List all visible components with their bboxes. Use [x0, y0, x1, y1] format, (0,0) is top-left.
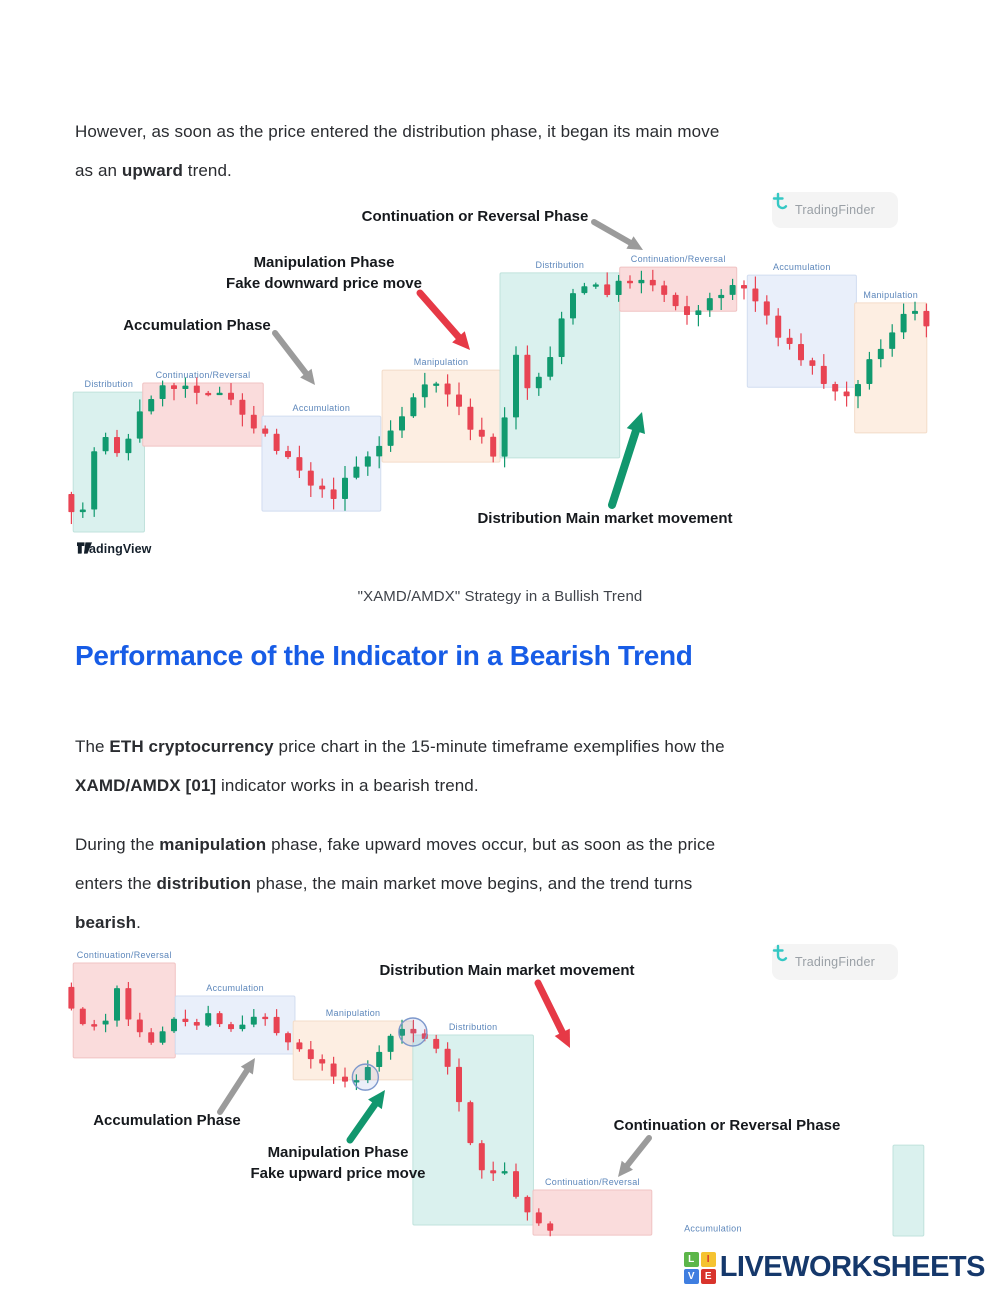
svg-text:Accumulation: Accumulation — [684, 1223, 742, 1233]
svg-text:Distribution: Distribution — [85, 379, 134, 389]
bullish-trend-chart: TradingFinder TradingView Distribution Co… — [60, 190, 940, 570]
section-heading: Performance of the Indicator in a Bearis… — [75, 640, 693, 671]
svg-text:Distribution Main market movem: Distribution Main market movement — [379, 962, 634, 979]
svg-text:Distribution Main market movem: Distribution Main market movement — [477, 510, 732, 527]
tradingfinder-badge: TradingFinder — [772, 192, 898, 228]
liveworksheets-label: LIVEWORKSHEETS — [719, 1251, 986, 1283]
svg-text:Accumulation: Accumulation — [293, 403, 351, 413]
tradingfinder-badge: TradingFinder — [772, 944, 898, 980]
svg-text:Accumulation Phase: Accumulation Phase — [123, 317, 271, 334]
intro-paragraph: However, as soon as the price entered th… — [75, 122, 720, 180]
svg-text:Accumulation: Accumulation — [206, 983, 264, 993]
svg-text:Continuation/Reversal: Continuation/Reversal — [545, 1177, 640, 1187]
figure-caption: "XAMD/AMDX" Strategy in a Bullish Trend — [357, 588, 643, 605]
svg-text:Continuation/Reversal: Continuation/Reversal — [77, 950, 172, 960]
svg-text:Distribution: Distribution — [536, 260, 585, 270]
svg-text:Distribution: Distribution — [449, 1022, 498, 1032]
tradingview-label: TradingView — [77, 542, 152, 556]
svg-text:Manipulation Phase: Manipulation Phase — [268, 1144, 409, 1161]
svg-text:Accumulation: Accumulation — [773, 262, 831, 272]
tradingview-logo: TradingView — [77, 542, 152, 556]
svg-text:Continuation or Reversal Phase: Continuation or Reversal Phase — [614, 1117, 841, 1134]
eth-paragraph: The ETH cryptocurrency price chart in th… — [75, 737, 725, 795]
svg-text:Continuation/Reversal: Continuation/Reversal — [631, 254, 726, 264]
tradingfinder-label: TradingFinder — [795, 955, 875, 969]
svg-text:Manipulation: Manipulation — [863, 290, 918, 300]
tradingfinder-label: TradingFinder — [795, 203, 875, 217]
tradingfinder-icon — [772, 192, 788, 210]
svg-text:Manipulation: Manipulation — [414, 357, 469, 367]
svg-text:Fake downward price move: Fake downward price move — [226, 275, 422, 292]
svg-text:Manipulation Phase: Manipulation Phase — [254, 254, 395, 271]
bearish-trend-chart: TradingFinder Continuation/Reversal Accum… — [60, 935, 940, 1240]
tradingfinder-icon — [772, 944, 788, 962]
svg-text:Continuation/Reversal: Continuation/Reversal — [156, 370, 251, 380]
svg-text:Continuation or Reversal Phase: Continuation or Reversal Phase — [362, 208, 589, 225]
svg-text:Manipulation: Manipulation — [326, 1008, 381, 1018]
svg-text:Fake upward price move: Fake upward price move — [250, 1165, 425, 1182]
svg-text:Accumulation Phase: Accumulation Phase — [93, 1112, 241, 1129]
tradingview-icon — [77, 542, 92, 554]
manipulation-paragraph: During the manipulation phase, fake upwa… — [75, 835, 716, 932]
